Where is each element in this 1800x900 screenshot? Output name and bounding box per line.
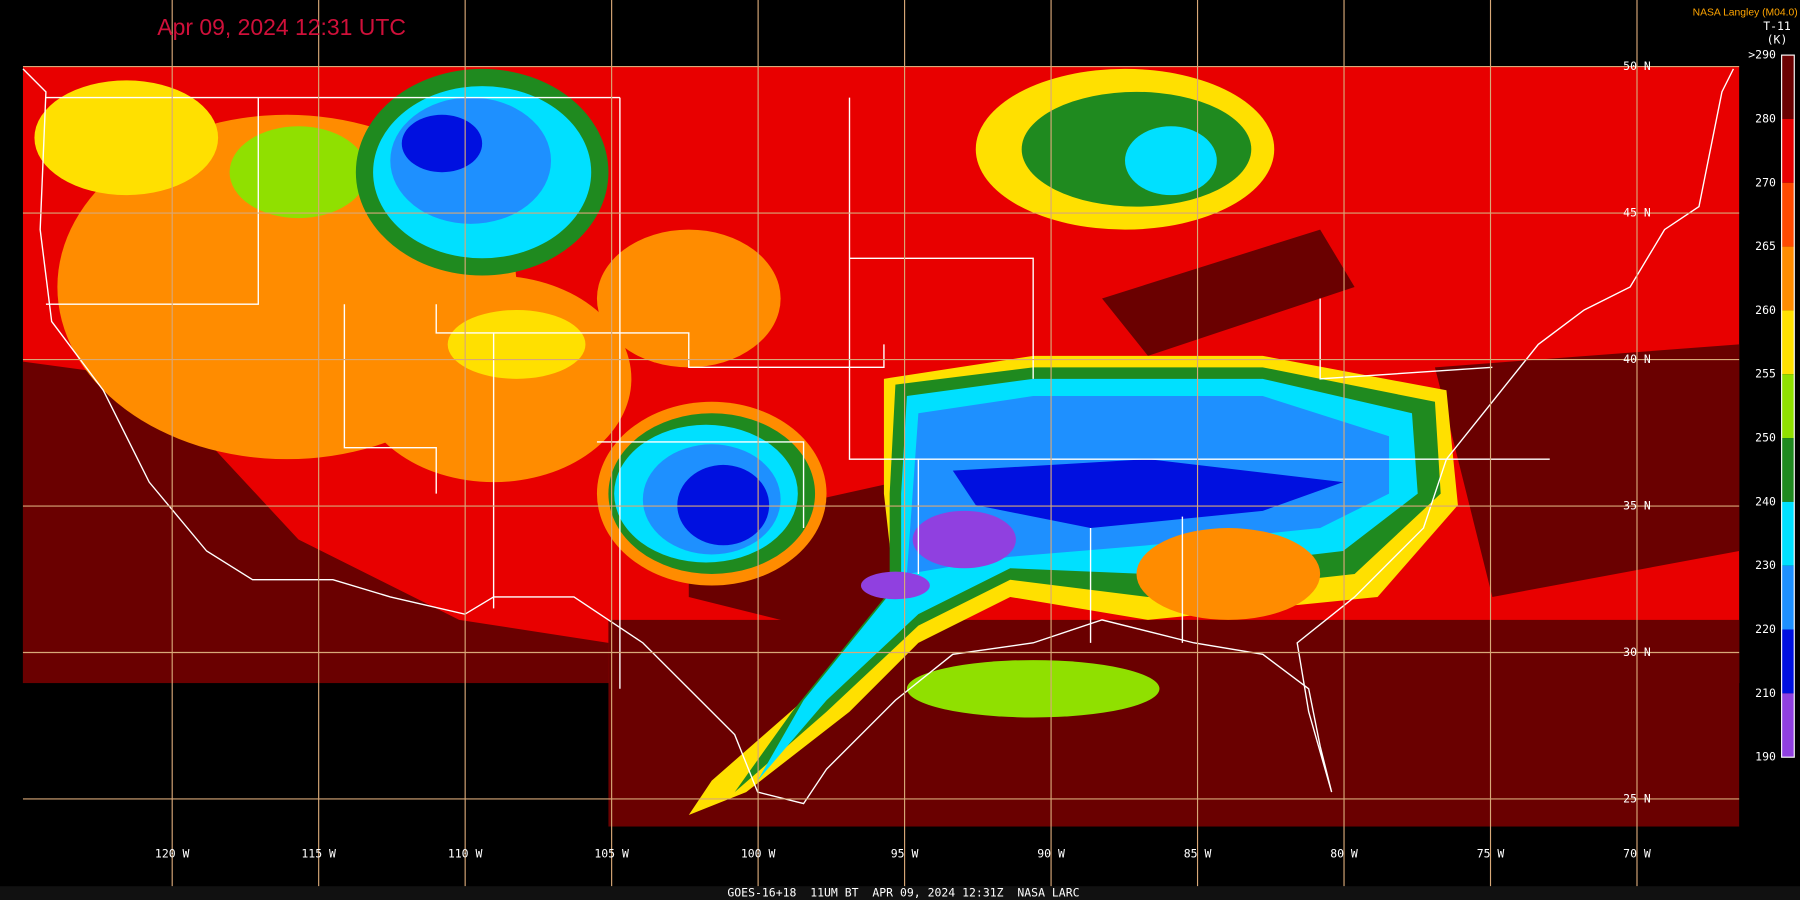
state-border xyxy=(343,304,437,494)
state-border xyxy=(849,257,1034,379)
cloud-field xyxy=(229,126,368,219)
latitude-label: 45 N xyxy=(1623,206,1651,220)
cloud-field xyxy=(860,571,930,600)
colorbar-segment xyxy=(1781,182,1795,247)
longitude-label: 115 W xyxy=(301,847,336,861)
cloud-field xyxy=(1434,344,1740,597)
colorbar-segment xyxy=(1781,310,1795,375)
cloud-field xyxy=(677,464,770,546)
colorbar-label: 240 xyxy=(1755,494,1776,508)
borders xyxy=(22,68,1735,805)
colorbar-label: 210 xyxy=(1755,686,1776,700)
longitude-label: 100 W xyxy=(741,847,776,861)
latitude-label: 25 N xyxy=(1623,791,1651,805)
latitude-label: 40 N xyxy=(1623,352,1651,366)
longitude-label: 110 W xyxy=(448,847,483,861)
cloud-field xyxy=(906,660,1160,718)
colorbar-segment xyxy=(1781,693,1795,758)
cloud-field xyxy=(1102,229,1355,356)
longitude-label: 95 W xyxy=(891,847,919,861)
state-border xyxy=(596,441,805,529)
colorbar-label: 255 xyxy=(1755,367,1776,381)
coastline xyxy=(22,68,1735,805)
colorbar-segment xyxy=(1781,438,1795,502)
colorbar-label: 250 xyxy=(1755,431,1776,445)
longitude-label: 70 W xyxy=(1623,847,1651,861)
footer: GOES-16+18 11UM BT APR 09, 2024 12:31Z N… xyxy=(727,886,1079,900)
state-border xyxy=(1319,298,1493,380)
colorbar-label: 265 xyxy=(1755,239,1776,253)
credit: NASA Langley (M04.0) xyxy=(1693,7,1798,18)
longitude-label: 105 W xyxy=(594,847,629,861)
cloud-field xyxy=(401,114,483,173)
colorbar-segment xyxy=(1781,55,1795,119)
colorbar-label: 230 xyxy=(1755,558,1776,572)
timestamp: Apr 09, 2024 12:31 UTC xyxy=(157,14,406,40)
colorbar-frame xyxy=(1781,54,1795,758)
state-border xyxy=(1089,516,1184,643)
imagery xyxy=(22,66,1740,827)
footer-bar xyxy=(0,886,1800,900)
latitude-label: 35 N xyxy=(1623,499,1651,513)
unit: (K) xyxy=(1767,33,1788,47)
longitude-label: 90 W xyxy=(1037,847,1065,861)
colorbar-label: 260 xyxy=(1755,303,1776,317)
longitude-label: 80 W xyxy=(1330,847,1358,861)
colorbar-segment xyxy=(1781,629,1795,694)
cloud-field xyxy=(1125,126,1217,196)
lat-lon-grid xyxy=(22,0,1740,887)
state-border xyxy=(435,304,885,369)
cloud-field xyxy=(952,459,1344,529)
state-border xyxy=(45,97,259,305)
grid-labels: 50 N 45 N 40 N 35 N 30 N 25 N 120 W 115 W 110 W 1… xyxy=(155,59,1651,861)
colorbar-segment xyxy=(1781,565,1795,630)
longitude-label: 85 W xyxy=(1184,847,1212,861)
colorbar-label: 270 xyxy=(1755,175,1776,189)
colorbar-segment xyxy=(1781,246,1795,311)
latitude-label: 50 N xyxy=(1623,59,1651,73)
colorbar-label: 280 xyxy=(1755,111,1776,125)
latitude-label: 30 N xyxy=(1623,645,1651,659)
colorbar-label: >290 xyxy=(1748,48,1776,62)
colorbar-label: 190 xyxy=(1755,750,1776,764)
cloud-field xyxy=(447,309,586,379)
cloud-field xyxy=(912,510,1016,569)
colorbar-segment xyxy=(1781,118,1795,183)
product-name: T-11 xyxy=(1763,19,1791,33)
longitude-label: 120 W xyxy=(155,847,190,861)
colorbar-segment xyxy=(1781,374,1795,439)
longitude-label: 75 W xyxy=(1477,847,1505,861)
colorbar: >290 280 270 265 260 255 250 240 230 220 210 190 xyxy=(1740,48,1800,783)
state-border xyxy=(848,97,920,574)
cloud-field xyxy=(1136,528,1321,620)
colorbar-segment xyxy=(1781,501,1795,566)
colorbar-label: 220 xyxy=(1755,622,1776,636)
cloud-field xyxy=(22,361,609,684)
